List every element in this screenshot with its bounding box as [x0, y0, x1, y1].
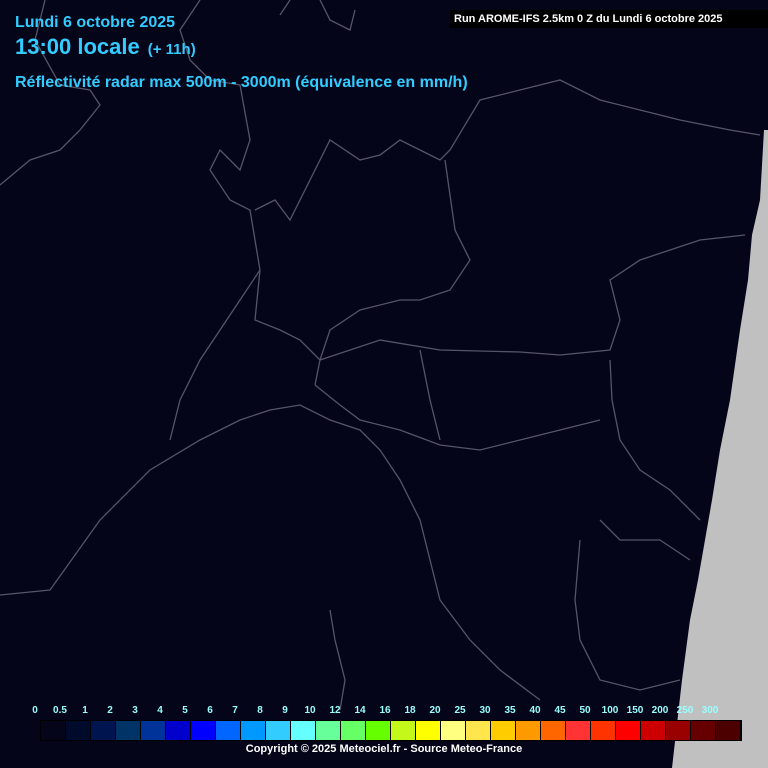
- legend-swatch: [491, 721, 516, 740]
- legend-swatch: [366, 721, 391, 740]
- border-line: [179, 0, 321, 386]
- legend-swatch: [466, 721, 491, 740]
- coastline: [0, 404, 691, 701]
- legend-swatch: [416, 721, 441, 740]
- legend-label: 40: [529, 705, 541, 716]
- legend-swatch: [666, 721, 691, 740]
- legend-label: 250: [676, 705, 694, 716]
- coastline: [574, 539, 681, 691]
- legend-label: 150: [626, 705, 644, 716]
- legend-swatch: [141, 721, 166, 740]
- forecast-time: 13:00 locale (+ 11h): [15, 34, 196, 60]
- legend-swatch: [616, 721, 641, 740]
- legend-labels: 0 0.5 1 2 3 4 5 6 7 8 9 10 12 14 16 18 20 25 30 35 40 45 50 100…: [27, 705, 757, 719]
- legend-label: 8: [257, 705, 263, 716]
- legend-swatch: [166, 721, 191, 740]
- out-of-domain-area: [672, 130, 768, 768]
- legend-label: 35: [504, 705, 516, 716]
- border-line: [319, 234, 746, 361]
- legend-swatch: [66, 721, 91, 740]
- border-line: [0, 0, 101, 186]
- legend-swatch: [41, 721, 66, 740]
- legend-label: 0.5: [53, 705, 67, 716]
- legend-label: 25: [454, 705, 466, 716]
- border-line: [279, 0, 356, 31]
- legend-swatch: [91, 721, 116, 740]
- legend-label: 30: [479, 705, 491, 716]
- legend-label: 18: [404, 705, 416, 716]
- legend-label: 10: [304, 705, 316, 716]
- legend-label: 20: [429, 705, 441, 716]
- legend-swatch: [266, 721, 291, 740]
- legend-label: 16: [379, 705, 391, 716]
- legend-swatch: [516, 721, 541, 740]
- copyright: Copyright © 2025 Meteociel.fr - Source M…: [245, 743, 523, 755]
- legend-swatch: [291, 721, 316, 740]
- border-line: [254, 79, 761, 222]
- legend-label: 14: [354, 705, 366, 716]
- legend-label: 6: [207, 705, 213, 716]
- legend-swatch: [316, 721, 341, 740]
- local-time: 13:00 locale: [15, 34, 140, 59]
- legend-label: 3: [132, 705, 138, 716]
- legend-swatch: [691, 721, 716, 740]
- legend-swatch: [241, 721, 266, 740]
- legend-swatch: [341, 721, 366, 740]
- border-line: [319, 159, 471, 361]
- border-line: [609, 359, 701, 521]
- legend-label: 45: [554, 705, 566, 716]
- legend-label: 9: [282, 705, 288, 716]
- legend-label: 0: [32, 705, 38, 716]
- color-legend: 0 0.5 1 2 3 4 5 6 7 8 9 10 12 14 16 18 20 25 30 35 40 45 50 100…: [27, 705, 757, 741]
- parameter-title: Réflectivité radar max 500m - 3000m (équ…: [15, 74, 468, 91]
- legend-swatch: [216, 721, 241, 740]
- legend-swatch: [566, 721, 591, 740]
- legend-swatch: [641, 721, 666, 740]
- legend-bar: [40, 720, 742, 741]
- legend-swatch: [116, 721, 141, 740]
- border-line: [314, 384, 601, 451]
- lead-time: (+ 11h): [147, 41, 196, 58]
- coastline: [329, 609, 346, 711]
- legend-label: 300: [701, 705, 719, 716]
- legend-swatch: [541, 721, 566, 740]
- run-info: Run AROME-IFS 2.5km 0 Z du Lundi 6 octob…: [450, 10, 768, 28]
- legend-label: 2: [107, 705, 113, 716]
- legend-label: 200: [651, 705, 669, 716]
- legend-label: 1: [82, 705, 88, 716]
- legend-label: 50: [579, 705, 591, 716]
- border-line: [169, 269, 441, 441]
- legend-swatch: [716, 721, 741, 740]
- legend-label: 5: [182, 705, 188, 716]
- forecast-date: Lundi 6 octobre 2025: [15, 14, 176, 31]
- legend-label: 7: [232, 705, 238, 716]
- legend-label: 100: [601, 705, 619, 716]
- legend-label: 4: [157, 705, 163, 716]
- legend-swatch: [191, 721, 216, 740]
- legend-swatch: [391, 721, 416, 740]
- legend-label: 12: [329, 705, 341, 716]
- legend-swatch: [591, 721, 616, 740]
- legend-swatch: [441, 721, 466, 740]
